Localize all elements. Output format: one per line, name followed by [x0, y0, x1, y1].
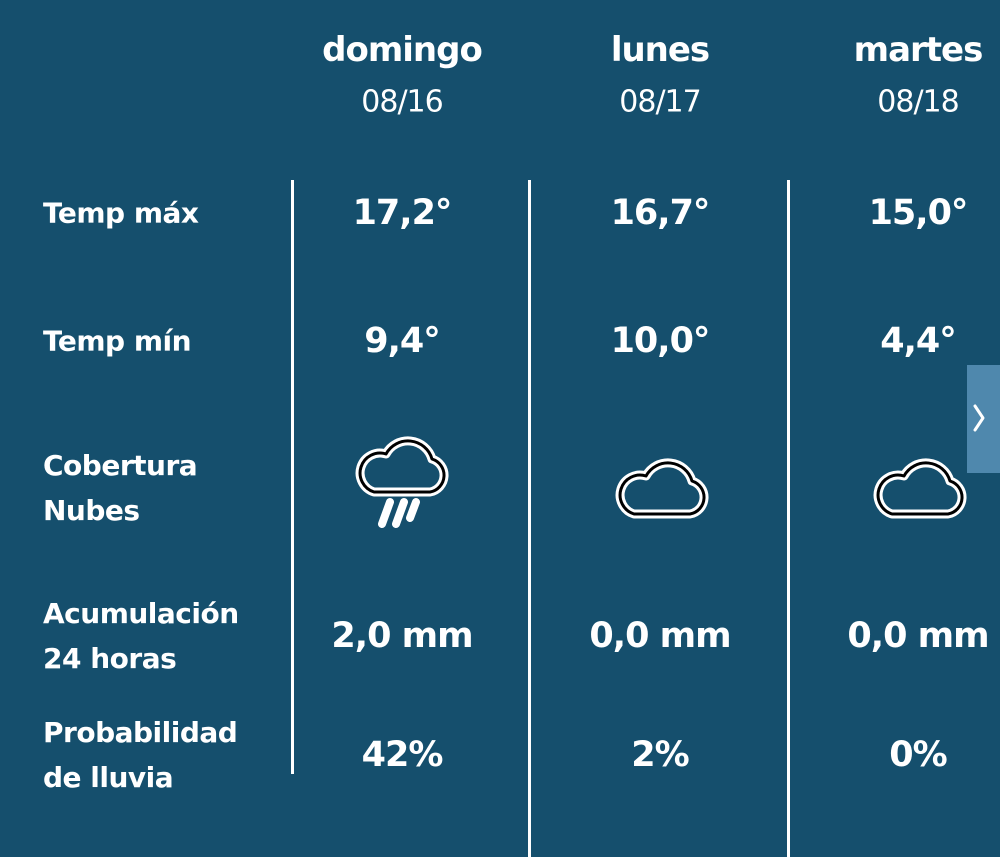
cell-value: 0%: [889, 735, 947, 775]
day-name: martes: [853, 30, 984, 70]
cloud-icon: [615, 458, 709, 519]
cell-value: 4,4°: [880, 321, 957, 361]
row-label: Cobertura Nubes: [43, 449, 198, 527]
day-name: lunes: [610, 30, 710, 70]
cell-value: 2%: [631, 735, 689, 775]
cell-value: 16,7°: [610, 193, 711, 233]
next-button[interactable]: [967, 365, 1000, 473]
day-date: 08/18: [877, 84, 959, 120]
cloud-icon: [873, 458, 967, 519]
day-date: 08/17: [619, 84, 701, 120]
day-date: 08/16: [361, 84, 443, 120]
row-label: Temp mín: [43, 324, 192, 358]
row-label: Acumulación 24 horas: [43, 597, 239, 675]
row-label: Temp máx: [43, 196, 199, 230]
cell-value: 10,0°: [610, 321, 711, 361]
cell-value: 0,0 mm: [847, 616, 989, 656]
cell-value: 42%: [361, 735, 444, 775]
divider: [528, 180, 531, 857]
divider: [291, 180, 294, 774]
cell-value: 15,0°: [868, 193, 969, 233]
divider: [787, 180, 790, 857]
row-label: Probabilidad de lluvia: [43, 716, 238, 794]
rain-cloud-icon: [355, 436, 449, 528]
cell-value: 17,2°: [352, 193, 453, 233]
cell-value: 9,4°: [364, 321, 441, 361]
cell-value: 2,0 mm: [331, 616, 473, 656]
day-name: domingo: [322, 30, 483, 70]
cell-value: 0,0 mm: [589, 616, 731, 656]
